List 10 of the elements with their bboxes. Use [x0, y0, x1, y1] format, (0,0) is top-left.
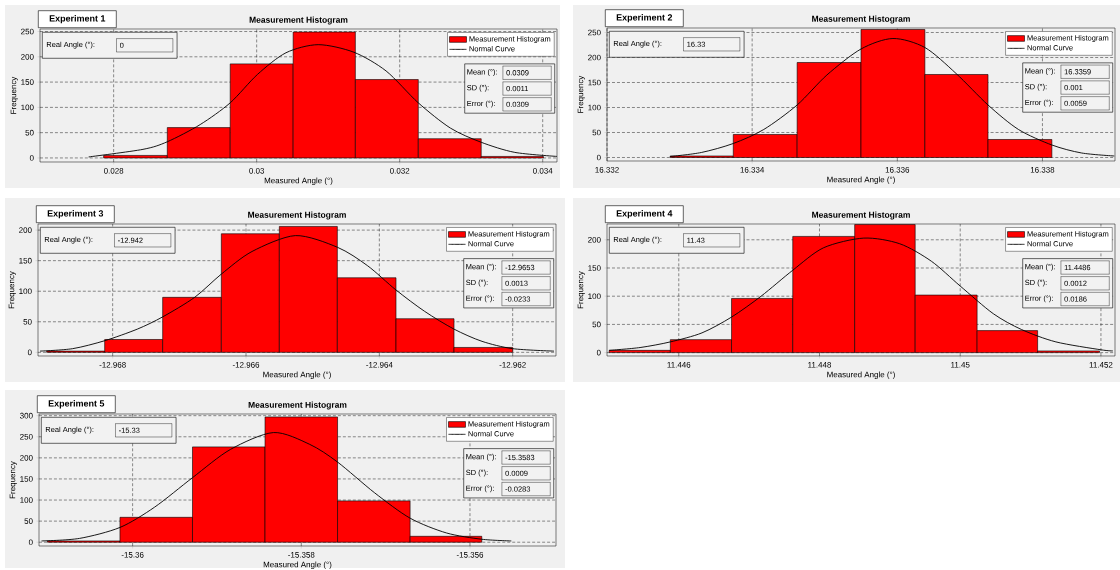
text: Experiment 1: [49, 15, 106, 24]
text: Experiment 5: [48, 400, 105, 409]
chart-title: Measurement Histogram: [248, 211, 346, 220]
text: Experiment 2: [616, 14, 673, 23]
chart-title: Measurement Histogram: [248, 401, 347, 410]
chart-title: Measurement Histogram: [249, 16, 348, 25]
text: Experiment 4: [616, 210, 673, 219]
chart-title: Measurement Histogram: [812, 15, 910, 24]
chart-title: Measurement Histogram: [812, 211, 910, 220]
text: Experiment 3: [47, 210, 104, 219]
